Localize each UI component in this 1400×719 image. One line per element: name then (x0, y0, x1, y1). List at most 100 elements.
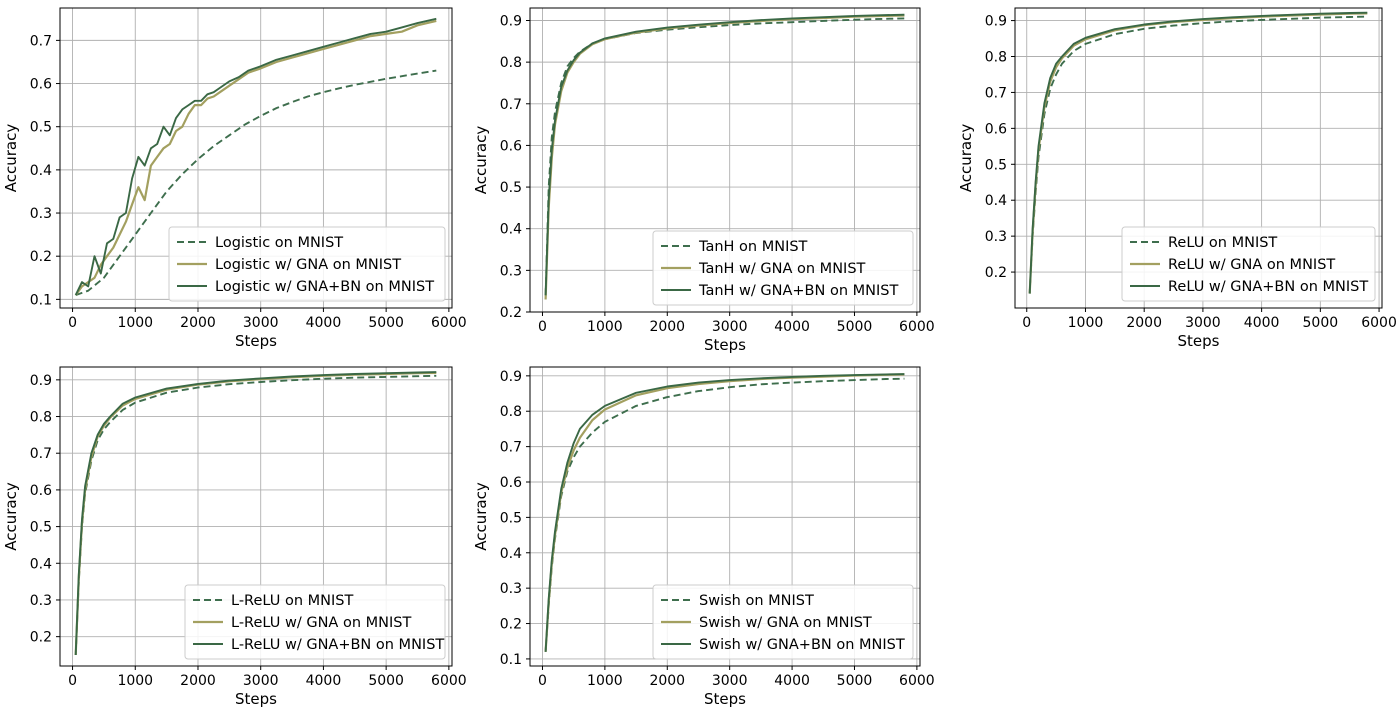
legend: ReLU on MNIST ReLU w/ GNA on MNIST ReLU w/… (1121, 226, 1376, 302)
y-tick-label: 0.7 (30, 446, 52, 462)
legend: TanH on MNIST TanH w/ GNA on MNIST TanH w/… (652, 230, 914, 306)
plot-frame (59, 366, 453, 667)
y-tick-label: 0.6 (985, 121, 1007, 137)
legend-entry-1: Logistic on MNIST (215, 235, 343, 251)
y-tick-label: 0.5 (30, 120, 52, 136)
x-axis-label: Steps (704, 690, 746, 708)
y-tick-label: 0.8 (30, 410, 52, 426)
y-tick-label: 0.3 (985, 229, 1007, 245)
series-line-1 (544, 17, 905, 296)
plot-frame (59, 7, 453, 309)
x-tick-label: 4000 (306, 673, 342, 689)
x-tick-label: 3000 (1185, 315, 1221, 331)
legend: Logistic on MNIST Logistic w/ GNA on MNIS… (168, 226, 446, 302)
x-tick-label: 0 (68, 315, 77, 331)
y-tick-label: 0.9 (500, 13, 522, 29)
legend-entry-3: Swish w/ GNA+BN on MNIST (699, 637, 905, 653)
x-axis-label: Steps (704, 336, 746, 354)
y-tick-label: 0.5 (985, 157, 1007, 173)
y-tick-label: 0.2 (30, 630, 52, 646)
y-tick-label: 0.4 (500, 546, 522, 562)
x-tick-label: 0 (538, 319, 547, 335)
y-tick-label: 0.3 (30, 206, 52, 222)
x-tick-label: 4000 (774, 673, 810, 689)
legend-entry-2: TanH w/ GNA on MNIST (698, 261, 866, 277)
x-tick-label: 5000 (837, 319, 873, 335)
plot-frame (529, 7, 921, 313)
legend: L-ReLU on MNIST L-ReLU w/ GNA on MNIST L-R… (184, 584, 446, 660)
y-tick-label: 0.5 (30, 520, 52, 536)
y-tick-label: 0.4 (500, 222, 522, 238)
x-tick-label: 6000 (431, 315, 467, 331)
x-tick-label: 0 (538, 673, 547, 689)
y-axis-label: Accuracy (472, 482, 490, 551)
y-tick-label: 0.6 (500, 138, 522, 154)
series-line-3 (544, 13, 905, 296)
x-tick-label: 5000 (837, 673, 873, 689)
y-tick-label: 0.6 (30, 483, 52, 499)
plot-frame (1014, 7, 1383, 309)
x-tick-label: 1000 (117, 315, 153, 331)
y-tick-label: 0.4 (985, 193, 1007, 209)
chart-panel-3: 0 1000 2000 3000 4000 5000 6000 0.2 0.3 0.4 0.5 0.6… (957, 7, 1397, 350)
y-axis-label: Accuracy (2, 124, 20, 193)
x-tick-label: 5000 (1303, 315, 1339, 331)
y-tick-label: 0.4 (30, 163, 52, 179)
legend-entry-3: L-ReLU w/ GNA+BN on MNIST (231, 637, 444, 653)
legend-entry-3: TanH w/ GNA+BN on MNIST (698, 283, 898, 299)
y-tick-label: 0.8 (500, 404, 522, 420)
y-tick-label: 0.3 (500, 581, 522, 597)
legend-box (1121, 226, 1376, 302)
series-line-3 (1028, 11, 1368, 294)
series-line-1 (544, 377, 905, 652)
x-tick-label: 0 (1022, 315, 1031, 331)
y-tick-label: 0.4 (30, 556, 52, 572)
x-axis-label: Steps (1178, 332, 1220, 350)
y-tick-label: 0.1 (30, 292, 52, 308)
legend-entry-1: Swish on MNIST (699, 593, 814, 609)
x-tick-label: 6000 (899, 673, 935, 689)
legend-entry-3: ReLU w/ GNA+BN on MNIST (1168, 279, 1368, 295)
y-tick-label: 0.7 (30, 33, 52, 49)
plot-frame (529, 366, 921, 667)
y-tick-label: 0.9 (500, 369, 522, 385)
x-tick-label: 1000 (1068, 315, 1104, 331)
y-tick-label: 0.3 (30, 593, 52, 609)
legend-entry-1: L-ReLU on MNIST (231, 593, 353, 609)
y-tick-label: 0.9 (30, 373, 52, 389)
y-tick-label: 0.5 (500, 180, 522, 196)
x-tick-label: 6000 (1361, 315, 1397, 331)
legend-entry-3: Logistic w/ GNA+BN on MNIST (215, 279, 434, 295)
y-tick-label: 0.9 (985, 14, 1007, 30)
x-tick-label: 1000 (587, 319, 623, 335)
y-tick-label: 0.7 (500, 440, 522, 456)
x-tick-label: 5000 (368, 673, 404, 689)
y-tick-label: 0.1 (500, 652, 522, 668)
y-tick-label: 0.2 (985, 265, 1007, 281)
x-tick-label: 0 (68, 673, 77, 689)
legend-entry-1: TanH on MNIST (698, 239, 808, 255)
x-axis-label: Steps (235, 332, 277, 350)
chart-panel-2: 0 1000 2000 3000 4000 5000 6000 0.2 0.3 0.4 0.5 0.6… (472, 7, 935, 354)
x-tick-label: 2000 (649, 319, 685, 335)
x-tick-label: 3000 (712, 673, 748, 689)
x-tick-label: 1000 (117, 673, 153, 689)
y-tick-label: 0.6 (30, 77, 52, 93)
x-tick-label: 2000 (180, 315, 216, 331)
chart-panel-5: 0 1000 2000 3000 4000 5000 6000 0.1 0.2 0.3 0.4 0.5… (472, 366, 935, 708)
legend-entry-2: Swish w/ GNA on MNIST (699, 615, 872, 631)
y-tick-label: 0.7 (500, 97, 522, 113)
y-tick-label: 0.8 (500, 55, 522, 71)
legend-entry-1: ReLU on MNIST (1168, 235, 1277, 251)
series-line-2 (74, 19, 437, 296)
legend: Swish on MNIST Swish w/ GNA on MNIST Swish… (652, 584, 914, 660)
legend-box (652, 230, 914, 306)
x-tick-label: 4000 (774, 319, 810, 335)
legend-entry-2: Logistic w/ GNA on MNIST (215, 257, 401, 273)
y-tick-label: 0.8 (985, 50, 1007, 66)
y-tick-label: 0.2 (500, 305, 522, 321)
chart-panel-1: 0 1000 2000 3000 4000 5000 6000 0.1 0.2 0.3 0.4 0.5… (2, 7, 467, 350)
y-tick-label: 0.2 (30, 249, 52, 265)
y-tick-label: 0.7 (985, 85, 1007, 101)
